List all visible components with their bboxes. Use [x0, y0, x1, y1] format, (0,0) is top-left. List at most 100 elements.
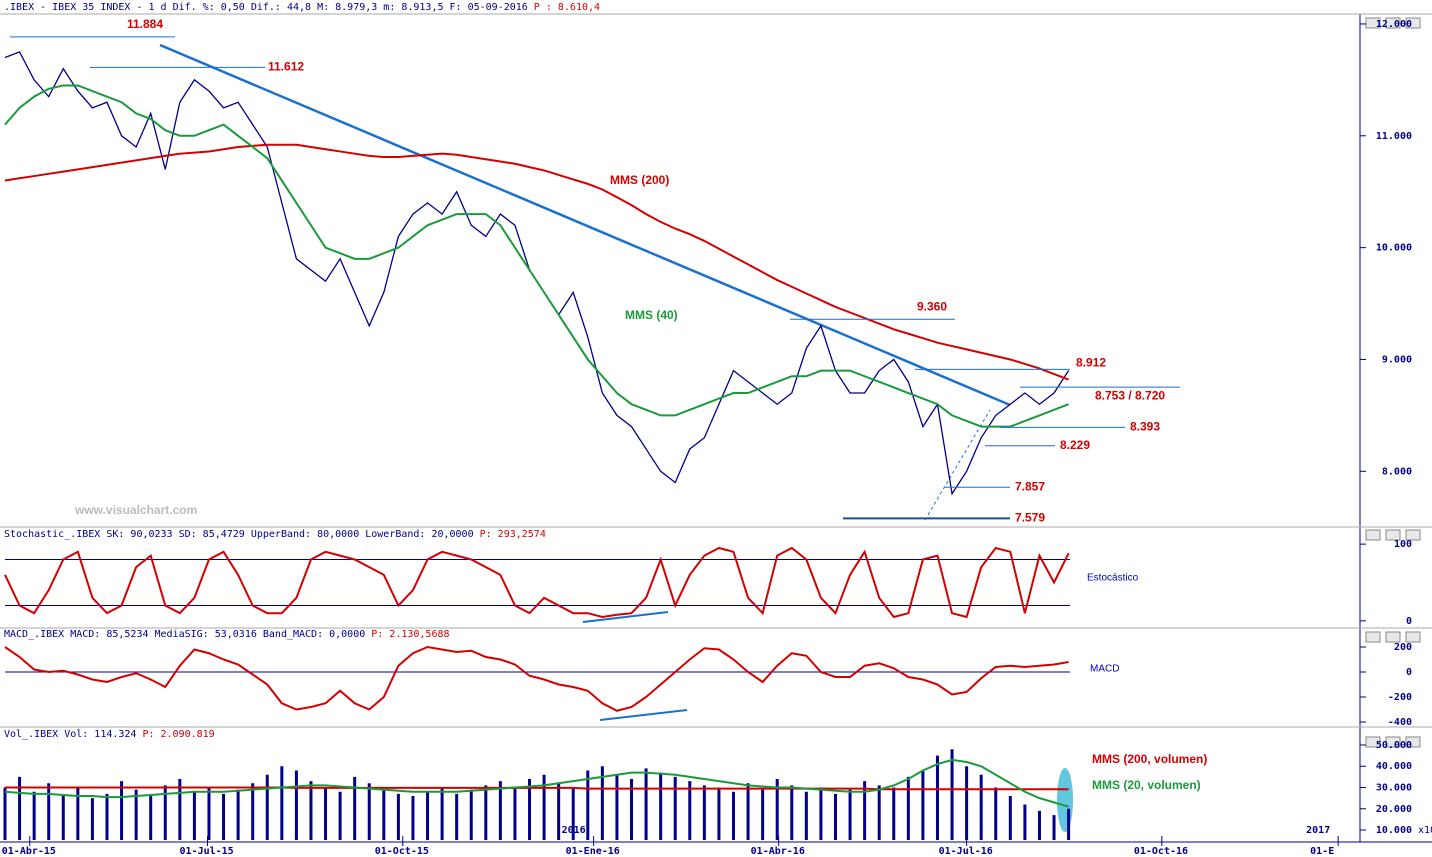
panel-header-value: P: 2.130,5688 — [371, 629, 449, 640]
volume-bar — [178, 779, 182, 840]
panel-header-value: P: 2.090.819 — [142, 729, 214, 740]
y-tick-label: 12.000 — [1376, 19, 1412, 30]
panel-header: Vol_.IBEX Vol: 114.324 — [4, 729, 136, 740]
volume-bar — [426, 791, 430, 840]
x-tick-label: 01-Ene-16 — [566, 846, 620, 857]
y-tick-label: 0 — [1406, 667, 1412, 678]
volume-bar — [47, 783, 51, 840]
volume-bar — [790, 785, 794, 840]
volume-bar — [571, 787, 575, 840]
window-button — [1385, 17, 1401, 29]
window-button — [1405, 631, 1421, 643]
level-label: 7.857 — [1015, 479, 1045, 493]
volume-bar — [761, 789, 765, 840]
highlight — [1057, 768, 1073, 832]
window-button — [1385, 529, 1401, 541]
volume-bar — [18, 776, 22, 840]
x-tick-label: 01-Jul-15 — [180, 846, 234, 857]
level-label: 11.612 — [268, 60, 304, 74]
panel-header: .IBEX - IBEX 35 INDEX - 1 d Dif. %: 0,50… — [4, 2, 528, 13]
volume-bar — [965, 766, 969, 840]
volume-bar — [586, 770, 590, 840]
panel-header: MACD_.IBEX MACD: 85,5234 MediaSIG: 53,03… — [4, 629, 365, 640]
volume-bar — [863, 781, 867, 840]
volume-bar — [469, 789, 473, 840]
y-tick-label: 9.000 — [1382, 354, 1412, 365]
volume-bar — [848, 789, 852, 840]
volume-bar — [804, 791, 808, 840]
y-tick-label: 200 — [1394, 642, 1412, 653]
series-label: MMS (200) — [610, 173, 669, 187]
volume-bar — [615, 774, 619, 840]
x-tick-label: 01-Abr-16 — [751, 846, 805, 857]
volume-bar — [994, 787, 998, 840]
panel-header: Stochastic_.IBEX SK: 90,0233 SD: 85,4729… — [4, 529, 474, 540]
series-line — [4, 546, 1070, 619]
y-tick-label: 11.000 — [1376, 131, 1412, 142]
divergence-line — [582, 611, 669, 623]
window-button — [1405, 736, 1421, 748]
y-tick-label: 50.000 — [1376, 740, 1412, 751]
x-tick-label: 01-Oct-15 — [375, 846, 429, 857]
volume-bar — [906, 776, 910, 840]
legend-entry: MMS (200, volumen) — [1092, 752, 1207, 766]
volume-bar — [513, 787, 517, 840]
volume-bar — [90, 798, 94, 840]
volume-bar — [600, 766, 604, 840]
level-label: 8.912 — [1076, 355, 1106, 369]
volume-bar — [367, 783, 371, 840]
panel-label: MACD — [1090, 664, 1119, 675]
x-tick-label: 01-E — [1310, 846, 1334, 857]
volume-bar — [251, 783, 255, 840]
volume-bar — [775, 779, 779, 840]
volume-bar — [1008, 796, 1012, 840]
volume-bar — [673, 776, 677, 840]
volume-bar — [644, 768, 648, 840]
level-label: 8.393 — [1130, 420, 1160, 434]
y-tick-label: -400 — [1388, 717, 1412, 728]
volume-bar — [353, 776, 357, 840]
series-line — [4, 143, 1069, 381]
volume-bar — [498, 781, 502, 840]
volume-bar — [309, 781, 313, 840]
y-tick-label: 10.000 — [1376, 243, 1412, 254]
level-label: 11.884 — [127, 17, 163, 31]
volume-bar — [207, 787, 211, 840]
volume-bar — [61, 796, 65, 840]
volume-bar — [396, 793, 400, 840]
y-tick-label: -200 — [1388, 692, 1412, 703]
year-label: 2016 — [562, 825, 586, 836]
volume-bar — [630, 779, 634, 840]
panel-label: Estocástico — [1087, 573, 1139, 584]
volume-bar — [484, 785, 488, 840]
trend-line — [159, 43, 1011, 407]
unit-label: x10 — [1418, 825, 1432, 836]
y-tick-label: 8.000 — [1382, 466, 1412, 477]
divergence-line — [599, 709, 688, 721]
panel-header-value: P : 8.610,4 — [534, 2, 600, 13]
volume-bar — [294, 770, 298, 840]
window-button — [1385, 631, 1401, 643]
volume-bar — [557, 783, 561, 840]
window-buttons — [1365, 17, 1421, 748]
volume-bar — [1052, 815, 1056, 840]
series-line — [4, 645, 1069, 712]
y-tick-label: 0 — [1406, 616, 1412, 627]
volume-bar — [877, 785, 881, 840]
volume-bar — [702, 785, 706, 840]
level-label: 7.579 — [1015, 511, 1045, 525]
volume-bar — [979, 774, 983, 840]
volume-bar — [338, 791, 342, 840]
volume-bar — [324, 787, 328, 840]
window-button — [1405, 529, 1421, 541]
y-tick-label: 30.000 — [1376, 783, 1412, 794]
year-label: 2017 — [1306, 825, 1330, 836]
volume-bar — [105, 793, 109, 840]
volume-bar — [1037, 810, 1041, 840]
volume-bar — [819, 787, 823, 840]
level-label: 8.229 — [1060, 438, 1090, 452]
volume-bar — [192, 791, 196, 840]
level-label: 8.753 / 8.720 — [1095, 388, 1165, 402]
